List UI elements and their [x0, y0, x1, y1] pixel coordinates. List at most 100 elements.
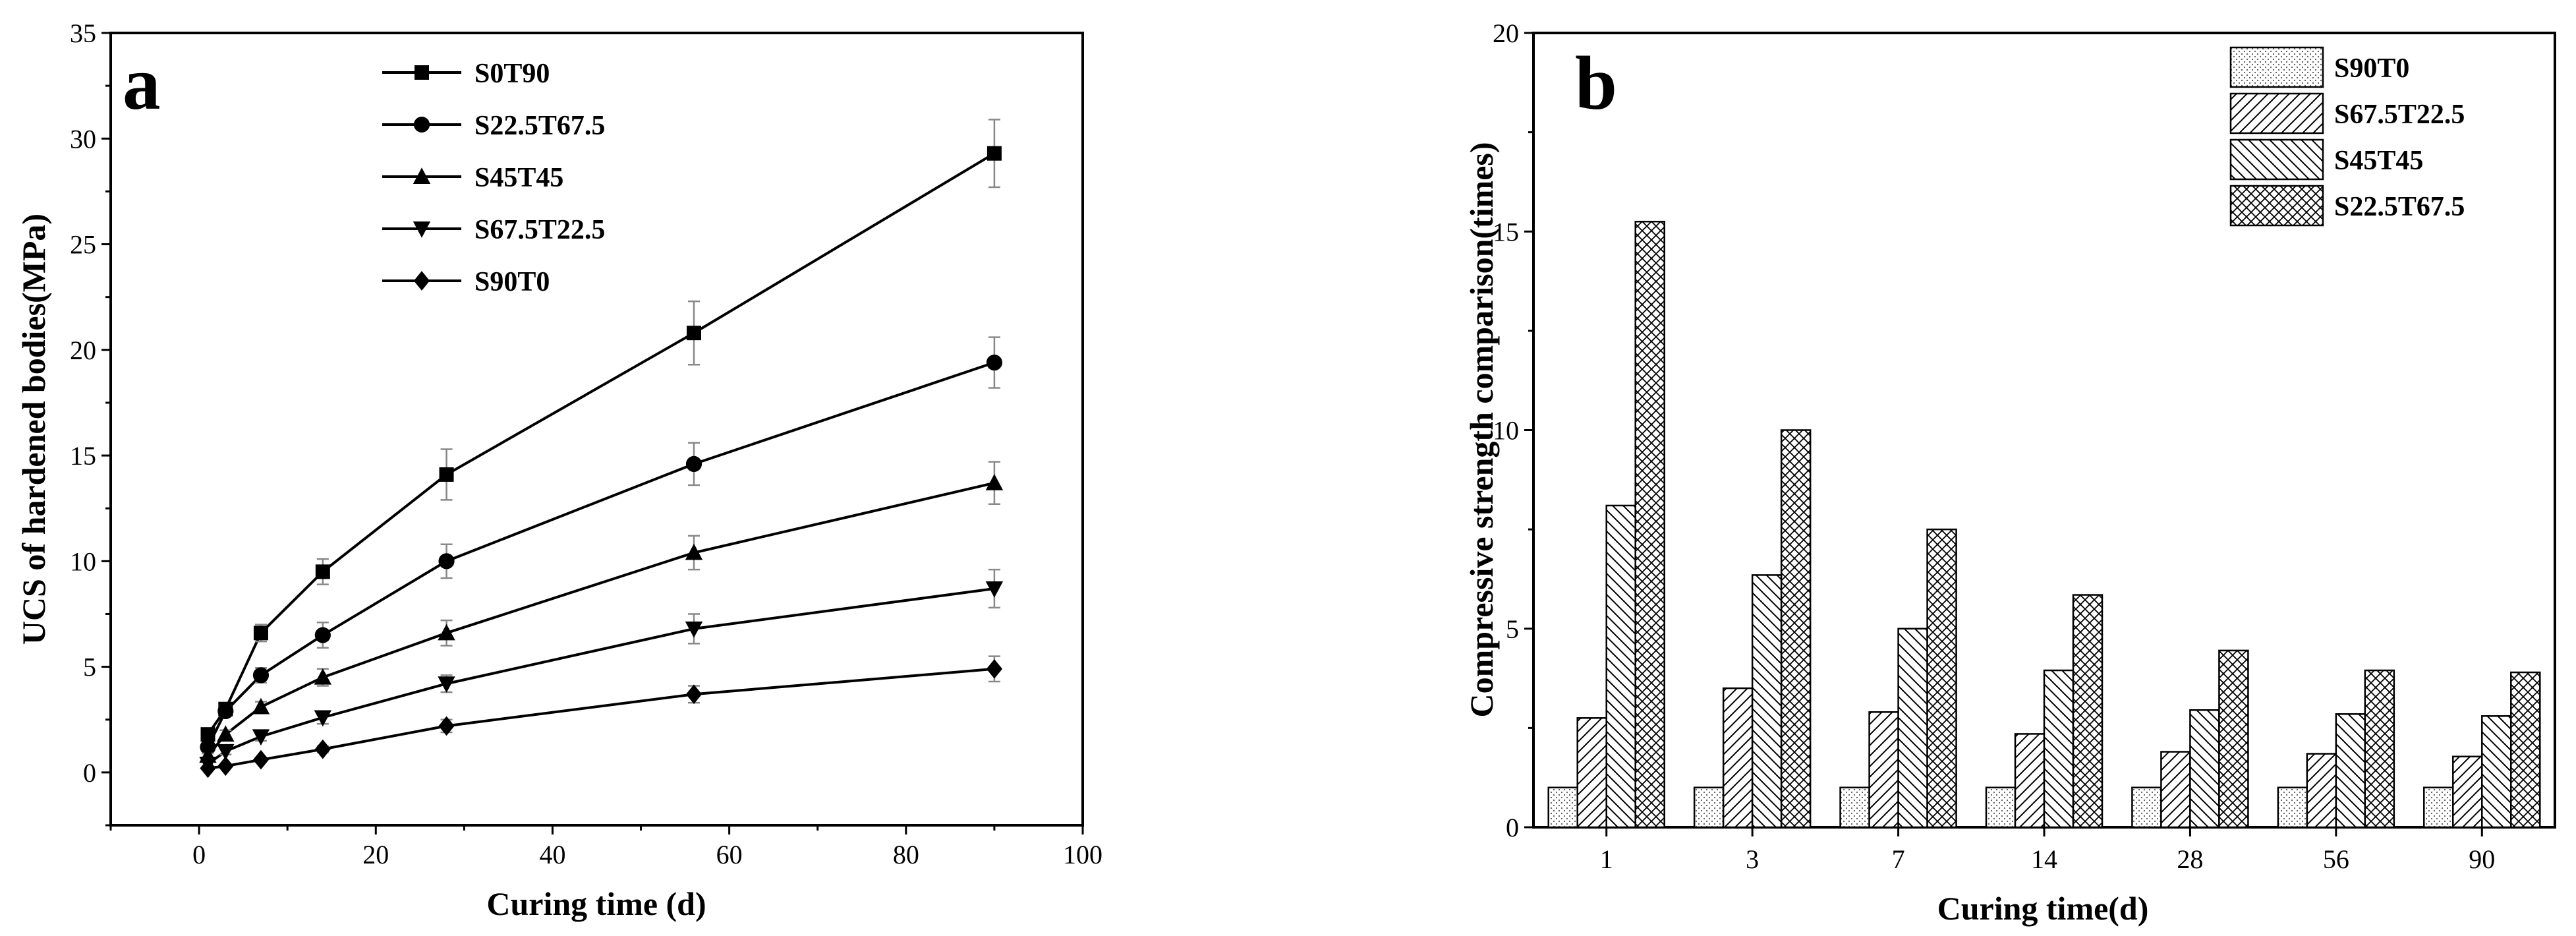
- legend-marker: [413, 221, 431, 238]
- data-point-s0t90: [987, 146, 1002, 161]
- legend-marker: [413, 167, 431, 184]
- bar-s45t45: [2481, 715, 2512, 829]
- data-point-s45t45: [438, 624, 455, 641]
- panel-b-y-tick-label: 0: [1506, 813, 1519, 842]
- bar-s67-5t22-5: [1722, 687, 1754, 829]
- panel-b-bars: [1547, 220, 2541, 829]
- data-point-s22-5t67-5: [314, 627, 331, 643]
- legend-marker: [413, 116, 430, 133]
- panel-a-frame: [109, 32, 1084, 827]
- panel-b-y-tick-label: 20: [1493, 18, 1519, 48]
- panel-a-x-tick-label: 100: [1063, 840, 1102, 869]
- panel-a-y-tick-label: 35: [70, 18, 96, 48]
- bar-s67-5t22-5: [2014, 733, 2046, 829]
- panel-a-x-tick-label: 0: [192, 840, 206, 869]
- data-point-s90t0: [438, 716, 455, 736]
- bar-s22-5t67-5: [2218, 649, 2249, 829]
- panel-a-y-tick-label: 30: [70, 124, 96, 154]
- panel-a-x-tick-label: 80: [893, 840, 919, 869]
- series-s67-5t22-5: [199, 568, 1004, 773]
- panel-b-y-tick-label: 5: [1506, 614, 1519, 644]
- legend-label: S0T90: [474, 59, 550, 89]
- bar-s45t45: [1605, 504, 1636, 829]
- panel-b-x-tick-label: 3: [1746, 844, 1759, 874]
- bar-s67-5t22-5: [1868, 711, 1899, 829]
- panel-a-letter: a: [123, 42, 161, 125]
- data-point-s90t0: [685, 684, 702, 705]
- legend-label: S22.5T67.5: [474, 111, 605, 141]
- legend-label: S22.5T67.5: [2334, 192, 2465, 222]
- panel-a-y-tick-label: 5: [83, 653, 96, 682]
- legend-marker: [413, 271, 430, 291]
- data-point-s45t45: [217, 725, 235, 742]
- panel-a-y-axis-title: UCS of hardened bodies(MPa): [15, 214, 52, 645]
- panel-a-x-tick-label: 60: [716, 840, 743, 869]
- bar-s90t0: [1985, 786, 2017, 829]
- series-s45t45: [199, 461, 1004, 763]
- legend-swatch: [2229, 185, 2324, 227]
- panel-b-bar-chart: b 0 5 10 15 20 1 3 7 14 28 56 90 S90T0 S67.5T22.5 S45…: [1463, 18, 2556, 927]
- panel-a-y-tick-label: 20: [70, 336, 96, 365]
- bar-s22-5t67-5: [2364, 669, 2395, 829]
- data-point-s90t0: [314, 739, 331, 759]
- series-s90t0: [200, 655, 1003, 778]
- panel-a-y-tick-label: 0: [83, 758, 96, 788]
- bar-s90t0: [2277, 786, 2308, 829]
- data-point-s0t90: [439, 467, 454, 482]
- bar-s67-5t22-5: [1576, 717, 1607, 829]
- legend-swatch: [2229, 138, 2324, 181]
- bar-s22-5t67-5: [1926, 528, 1957, 829]
- legend-label: S45T45: [2334, 146, 2423, 176]
- data-point-s90t0: [986, 658, 1003, 679]
- data-point-s67-5t22-5: [314, 710, 332, 727]
- data-point-s45t45: [985, 473, 1004, 490]
- legend-swatch: [2229, 92, 2324, 134]
- data-point-s67-5t22-5: [252, 729, 270, 746]
- legend-label: S90T0: [474, 267, 550, 297]
- panel-b-axes: 0 5 10 15 20 1 3 7 14 28 56 90: [1493, 18, 2495, 874]
- data-point-s0t90: [687, 326, 701, 341]
- bar-s67-5t22-5: [2306, 753, 2337, 829]
- legend-swatch: [2229, 46, 2324, 88]
- data-point-s90t0: [217, 756, 234, 776]
- panel-b-x-tick-label: 56: [2323, 844, 2349, 874]
- data-point-s67-5t22-5: [438, 676, 455, 693]
- panel-b-y-axis-title: Compressive strength comparison(times): [1463, 142, 1500, 717]
- panel-a-x-axis-title: Curing time (d): [486, 885, 706, 922]
- panel-b-x-axis-title: Curing time(d): [1937, 890, 2149, 927]
- panel-b-x-tick-label: 90: [2469, 844, 2495, 874]
- panel-a-y-tick-label: 15: [70, 441, 96, 471]
- panel-a-series: [199, 119, 1004, 778]
- bar-s90t0: [1547, 786, 1578, 829]
- panel-a-line-chart: a 0 20 40 60 80 100 0 5 10 15 20 25 30 35 S0T90 S22.5T…: [15, 18, 1102, 922]
- data-point-s22-5t67-5: [986, 354, 1003, 371]
- data-point-s22-5t67-5: [685, 455, 702, 472]
- bar-s67-5t22-5: [2160, 751, 2191, 829]
- series-line-s22-5t67-5: [206, 361, 995, 748]
- data-point-s90t0: [200, 758, 216, 778]
- bar-s22-5t67-5: [2510, 671, 2541, 829]
- data-point-s45t45: [685, 543, 703, 560]
- panel-b-x-tick-label: 28: [2177, 844, 2203, 874]
- data-point-s67-5t22-5: [217, 744, 235, 761]
- legend-marker: [415, 65, 429, 80]
- panel-a-legend: S0T90 S22.5T67.5 S45T45 S67.5T22.5 S90T0: [382, 59, 605, 297]
- panel-b-letter: b: [1575, 42, 1617, 125]
- bar-s45t45: [1751, 574, 1783, 829]
- panel-b-y-tick-label: 15: [1493, 217, 1519, 247]
- bar-s67-5t22-5: [2452, 755, 2483, 829]
- panel-a-x-tick-label: 20: [362, 840, 389, 869]
- legend-label: S67.5T22.5: [474, 215, 605, 245]
- bar-s90t0: [2423, 786, 2454, 829]
- data-point-s22-5t67-5: [252, 667, 270, 684]
- data-point-s67-5t22-5: [985, 581, 1004, 598]
- data-point-s45t45: [314, 668, 332, 685]
- bar-s45t45: [1897, 628, 1928, 829]
- data-point-s90t0: [252, 749, 270, 770]
- series-s22-5t67-5: [200, 336, 1003, 755]
- bar-s90t0: [1839, 786, 1870, 829]
- bar-s90t0: [2131, 786, 2162, 829]
- legend-label: S90T0: [2334, 53, 2409, 84]
- bar-s45t45: [2189, 709, 2220, 829]
